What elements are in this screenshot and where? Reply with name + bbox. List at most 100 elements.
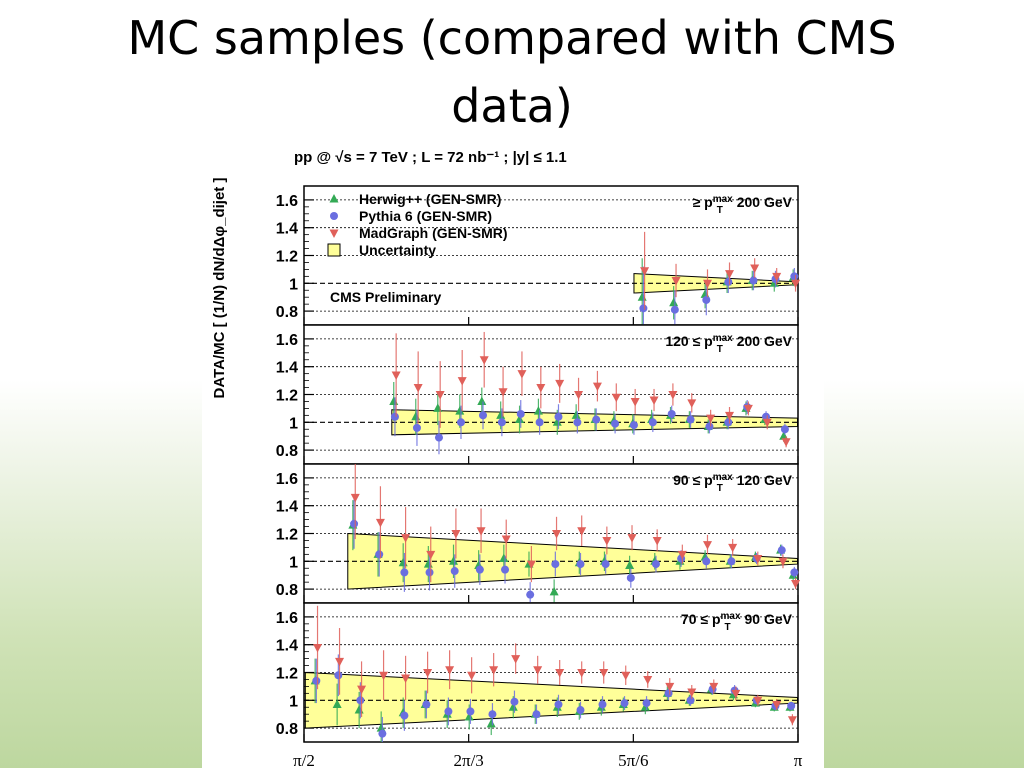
madgraph-marker [577, 669, 587, 678]
madgraph-marker [379, 671, 389, 681]
pythia-marker [611, 419, 620, 428]
pythia-marker [790, 272, 799, 281]
pythia-marker [412, 423, 421, 432]
herwig-marker [669, 297, 679, 307]
y-tick-label: 1.6 [276, 193, 298, 210]
pythia-marker [642, 699, 651, 708]
herwig-marker [571, 410, 581, 419]
madgraph-marker [778, 557, 788, 567]
pythia-marker [497, 418, 506, 427]
madgraph-marker [498, 388, 508, 397]
y-tick-label: 1.2 [276, 666, 298, 683]
pythia-marker [510, 697, 519, 706]
madgraph-marker [467, 671, 477, 681]
pythia-marker [686, 696, 695, 705]
herwig-marker [455, 406, 465, 415]
madgraph-marker [668, 391, 678, 400]
pythia-marker [350, 519, 359, 528]
pythia-marker [576, 560, 585, 569]
madgraph-marker [479, 356, 489, 365]
madgraph-marker [781, 438, 791, 447]
y-tick-label: 1.6 [276, 471, 298, 488]
legend-herwig-marker [329, 194, 339, 203]
pythia-marker [626, 573, 635, 582]
madgraph-marker [533, 666, 543, 675]
madgraph-marker [445, 666, 455, 675]
pythia-marker [573, 418, 582, 427]
chart-figure: pp @ √s = 7 TeV ; L = 72 nb⁻¹ ; |y| ≤ 1.… [202, 138, 824, 768]
y-tick-label: 0.8 [276, 304, 298, 321]
madgraph-marker [753, 555, 763, 564]
madgraph-marker [728, 543, 738, 553]
y-tick-label: 1 [289, 554, 298, 571]
pythia-marker [390, 412, 399, 421]
pythia-marker [702, 295, 711, 304]
y-tick-label: 1.6 [276, 332, 298, 349]
cms-preliminary-label: CMS Preliminary [330, 289, 441, 305]
pythia-marker [312, 676, 321, 685]
herwig-marker [332, 699, 342, 708]
legend-entry: Herwig++ (GEN-SMR) [359, 191, 501, 207]
pythia-marker [400, 711, 409, 720]
pythia-marker [434, 433, 443, 442]
y-tick-label: 1 [289, 693, 298, 710]
pythia-marker [777, 546, 786, 555]
pythia-marker [702, 557, 711, 566]
x-tick-label: π [794, 751, 803, 768]
legend-entry: Uncertainty [359, 242, 436, 258]
madgraph-marker [652, 536, 662, 546]
panel-frame [303, 185, 799, 326]
chart-svg: pp @ √s = 7 TeV ; L = 72 nb⁻¹ ; |y| ≤ 1.… [211, 149, 803, 768]
madgraph-marker [401, 534, 411, 543]
y-axis-label: DATA/MC [ (1/N) dN/dΔφ_dijet ] [211, 178, 228, 399]
madgraph-marker [375, 518, 385, 528]
madgraph-marker [457, 377, 467, 386]
madgraph-marker [555, 379, 565, 389]
panel-label: 120 ≤ pmax T 200 GeV [665, 333, 792, 355]
y-tick-label: 1 [289, 415, 298, 432]
herwig-marker [508, 702, 518, 711]
madgraph-marker [401, 674, 411, 684]
madgraph-marker [725, 411, 735, 421]
pythia-marker [724, 418, 733, 427]
legend-pythia-marker [330, 212, 338, 220]
pythia-marker [576, 706, 585, 715]
y-tick-label: 1 [289, 276, 298, 293]
pythia-marker [667, 409, 676, 418]
figure-header: pp @ √s = 7 TeV ; L = 72 nb⁻¹ ; |y| ≤ 1.… [294, 149, 567, 166]
madgraph-marker [577, 527, 587, 536]
madgraph-marker [501, 535, 511, 545]
madgraph-marker [687, 399, 697, 408]
pythia-marker [727, 557, 736, 566]
madgraph-marker [552, 530, 562, 539]
madgraph-marker [643, 675, 653, 685]
pythia-marker [648, 418, 657, 427]
legend-uncertainty-box [327, 243, 341, 257]
pythia-marker [532, 710, 541, 719]
madgraph-marker [791, 279, 801, 289]
madgraph-marker [413, 384, 423, 393]
madgraph-marker [772, 272, 782, 282]
madgraph-marker [511, 655, 521, 664]
pythia-marker [629, 421, 638, 430]
madgraph-marker [725, 270, 735, 279]
madgraph-marker [677, 550, 687, 560]
pythia-marker [705, 422, 714, 431]
madgraph-marker [762, 418, 772, 428]
herwig-marker [477, 396, 487, 405]
legend-entry: MadGraph (GEN-SMR) [359, 225, 508, 241]
pythia-marker [670, 305, 679, 314]
pythia-marker [790, 568, 799, 577]
y-tick-label: 1.2 [276, 249, 298, 266]
madgraph-marker [592, 382, 602, 392]
pythia-marker [516, 409, 525, 418]
madgraph-marker [489, 666, 499, 675]
herwig-marker [486, 718, 496, 728]
y-tick-label: 1.4 [276, 221, 298, 238]
y-tick-label: 1.2 [276, 527, 298, 544]
madgraph-marker [451, 530, 461, 539]
pythia-marker [787, 701, 796, 710]
pythia-marker [444, 707, 453, 716]
pythia-marker [780, 425, 789, 434]
madgraph-marker [702, 279, 712, 289]
